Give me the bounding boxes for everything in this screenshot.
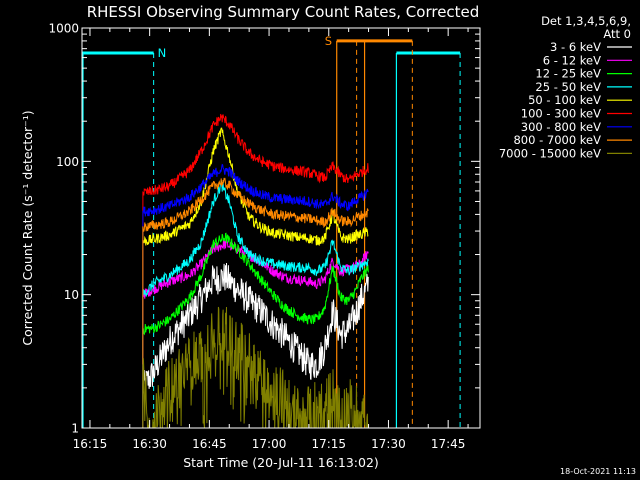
- x-tick-label: 17:45: [431, 437, 466, 451]
- legend-label: 300 - 800 keV: [521, 120, 601, 134]
- legend-header-line-2: Att 0: [603, 27, 631, 41]
- x-tick-label: 16:15: [73, 437, 108, 451]
- legend-label: 3 - 6 keV: [550, 40, 601, 54]
- legend-label: 25 - 50 keV: [535, 80, 601, 94]
- legend-label: 6 - 12 keV: [543, 53, 601, 67]
- legend-header-line-1: Det 1,3,4,5,6,9,: [541, 14, 631, 28]
- y-tick-label: 1000: [48, 22, 79, 36]
- series-line: [142, 163, 369, 428]
- flags-layer: NS: [82, 34, 461, 428]
- series-line: [142, 180, 369, 428]
- series-line: [142, 232, 369, 428]
- legend-label: 100 - 300 keV: [521, 107, 601, 121]
- flag-label: S: [325, 34, 332, 48]
- legend-label: 7000 - 15000 keV: [499, 146, 601, 160]
- axes-layer: 16:15 16:30 16:45 17:00 17:15 17:30 17:45 1 10 10…: [48, 22, 480, 451]
- x-tick-label: 17:30: [371, 437, 406, 451]
- flag-label: N: [158, 46, 167, 60]
- x-tick-label: 17:00: [252, 437, 287, 451]
- x-tick-label: 16:30: [132, 437, 167, 451]
- series-line: [142, 177, 369, 428]
- y-tick-label: 10: [64, 288, 79, 302]
- y-tick-label: 1: [71, 422, 79, 436]
- x-axis-label: Start Time (20-Jul-11 16:13:02): [183, 455, 379, 470]
- x-tick-label: 16:45: [192, 437, 227, 451]
- series-line: [142, 306, 369, 428]
- legend-label: 800 - 7000 keV: [513, 133, 601, 147]
- y-tick-label: 100: [56, 155, 79, 169]
- footer-timestamp: 18-Oct-2021 11:13: [560, 467, 636, 476]
- series-line: [142, 262, 369, 428]
- plot-frame: [81, 27, 481, 429]
- x-tick-label: 17:15: [311, 437, 346, 451]
- chart-title: RHESSI Observing Summary Count Rates, Co…: [87, 3, 480, 21]
- legend-label: 50 - 100 keV: [528, 93, 601, 107]
- y-axis-label: Corrected Count Rate (s⁻¹ detector⁻¹): [20, 110, 35, 345]
- legend-label: 12 - 25 keV: [535, 67, 601, 81]
- series-line: [142, 113, 369, 428]
- series-layer: [142, 113, 369, 428]
